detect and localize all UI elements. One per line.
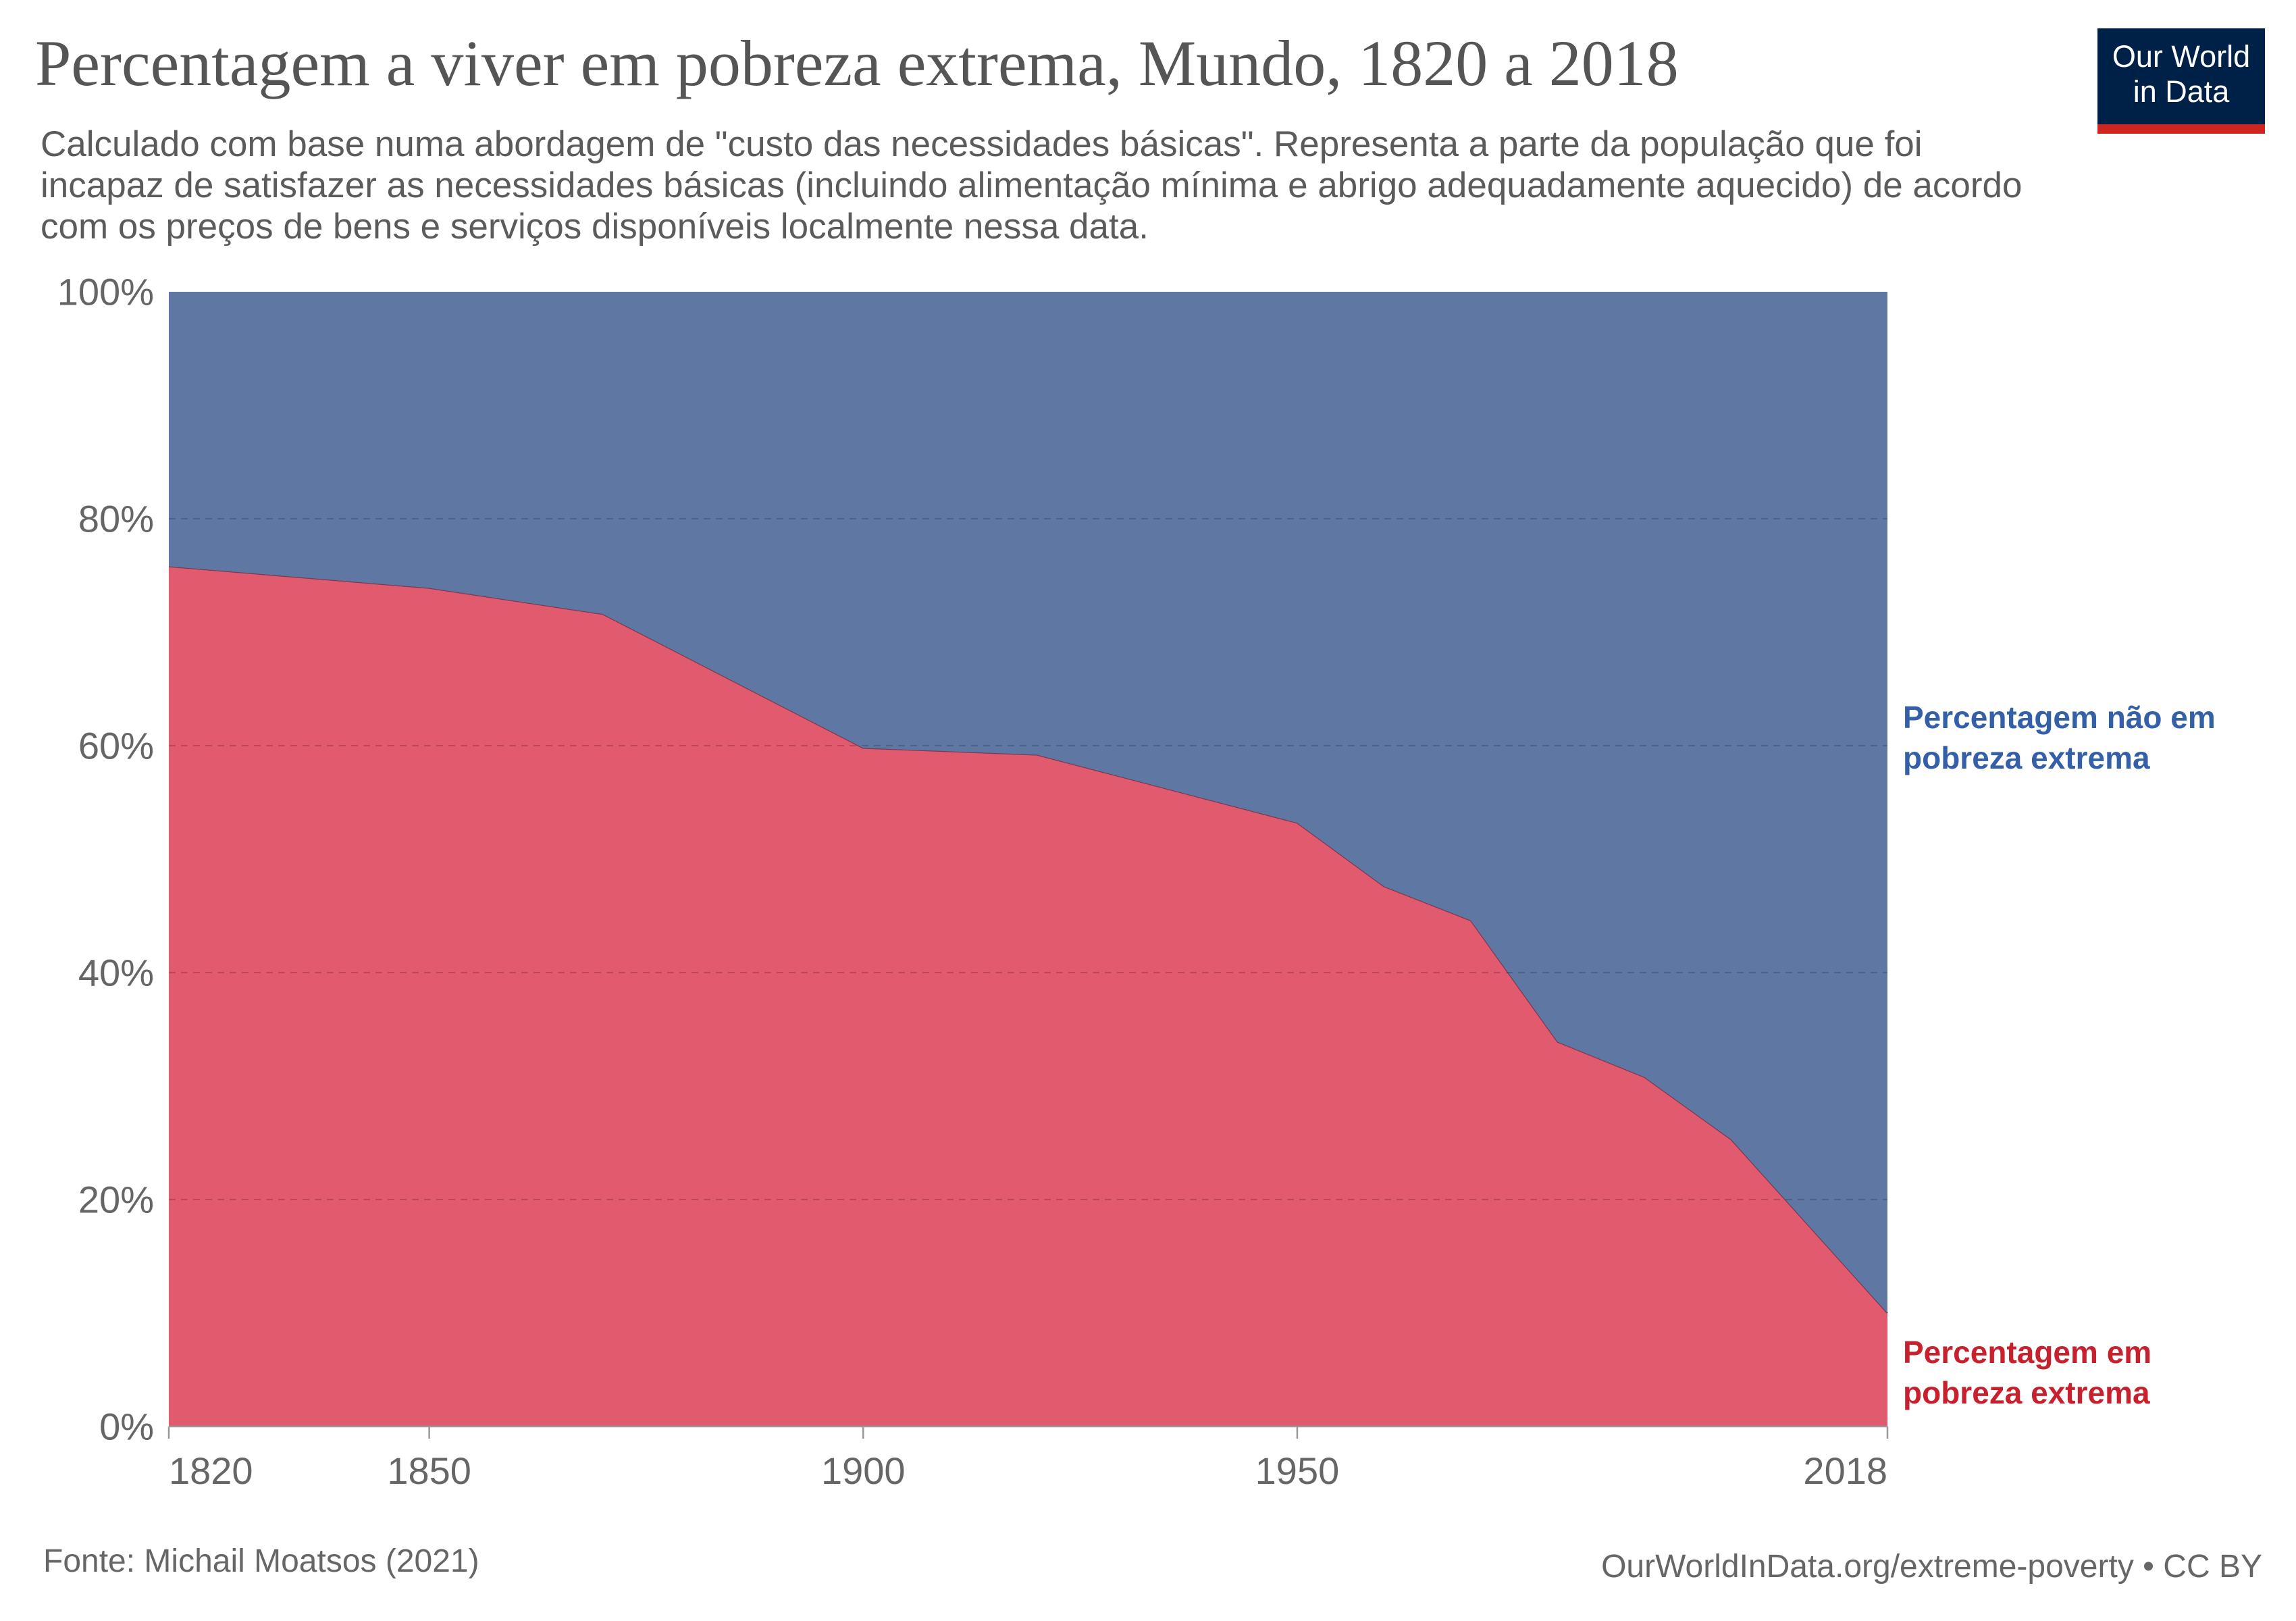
logo-line-1: Our World [2112,39,2251,74]
x-tick-label: 1850 [387,1449,471,1492]
x-tick-label: 1900 [821,1449,906,1492]
chart-title: Percentagem a viver em pobreza extrema, … [35,27,1679,99]
y-tick-label: 100% [57,271,154,313]
x-tick-label: 1950 [1255,1449,1340,1492]
area-series-1 [169,292,1887,1313]
x-tick-label: 2018 [1803,1449,1887,1492]
area-series-0 [169,566,1887,1426]
y-tick-label: 20% [78,1179,154,1221]
y-tick-label: 60% [78,725,154,767]
chart-subtitle: Calculado com base numa abordagem de "cu… [41,124,2023,247]
source-url[interactable]: OurWorldInData.org/extreme-poverty • CC … [1601,1549,2262,1585]
source-note: Fonte: Michail Moatsos (2021) [43,1543,479,1579]
series-label-1: Percentagem não em pobreza extrema [1903,700,2216,775]
logo-line-2: in Data [2133,74,2230,109]
series-label-0: Percentagem em pobreza extrema [1903,1335,2151,1410]
owid-logo[interactable]: Our World in Data [2097,28,2265,134]
x-tick-label: 1820 [169,1449,253,1492]
y-tick-label: 0% [99,1406,154,1448]
y-tick-label: 40% [78,952,154,994]
y-tick-label: 80% [78,498,154,540]
